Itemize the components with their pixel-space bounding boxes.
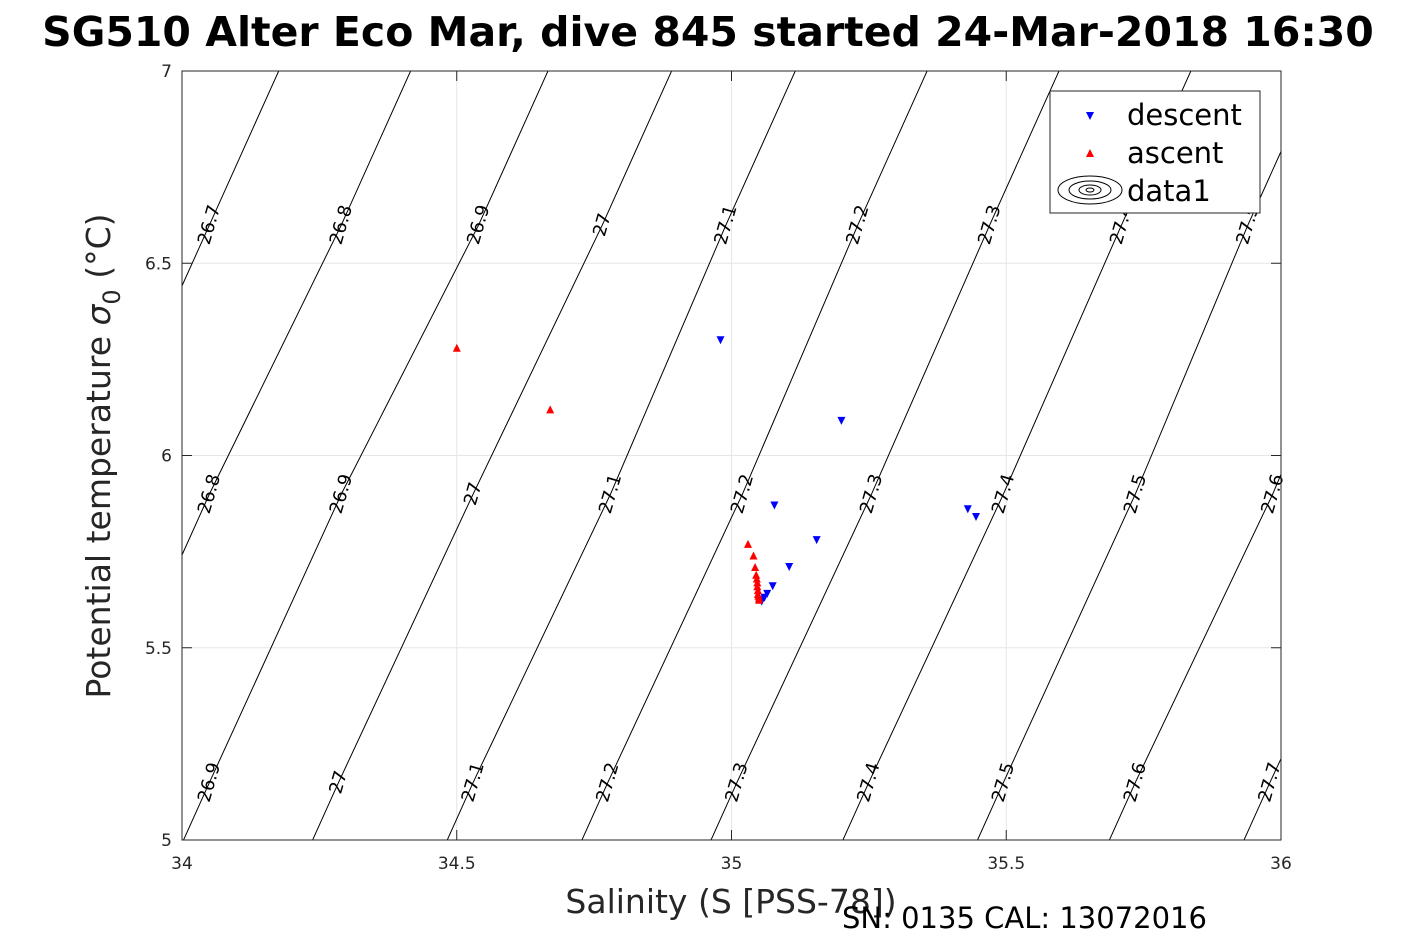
y-tick-label: 6 [161,447,172,467]
descent-marker [812,536,821,545]
ascent-marker [452,343,461,352]
data-markers [452,336,980,606]
x-tick-label: 34.5 [438,854,476,874]
ascent-marker [755,595,763,604]
y-axis-label-sigma: σ [79,304,118,326]
descent-marker [716,336,725,345]
ascent-marker [751,563,760,571]
ascent-marker [752,574,761,583]
isopycnal-27.5 [976,150,1281,840]
descent-marker [837,416,846,425]
isopycnal-27.7 [1243,757,1281,840]
legend-descent-marker [1086,112,1094,120]
y-axis-label-text: Potential temperature [79,326,118,699]
ascent-marker [752,570,761,579]
ascent-marker [744,539,752,548]
legend-ascent-label: ascent [1127,136,1223,170]
legend-data1-label: data1 [1127,174,1211,208]
x-tick-label: 36 [1270,854,1292,874]
y-axis-label-subscript: 0 [98,289,126,304]
isopycnal-26.7 [182,71,280,288]
axis-ticks: 34 34.5 35 35.5 36 5 5.5 6 6.5 7 [145,62,1292,874]
isopycnal-26.8 [182,71,412,557]
chart-title: SG510 Alter Eco Mar, dive 845 started 24… [42,8,1374,56]
descent-marker [785,563,794,571]
descent-marker [972,513,980,521]
isopycnal-27.2 [581,71,928,840]
x-tick-label: 35.5 [987,854,1025,874]
legend-ascent-marker [1086,149,1094,157]
isopycnal-26.9 [182,71,549,840]
y-tick-label: 6.5 [145,254,172,274]
x-axis-label: Salinity (S [PSS-78]) [565,882,896,921]
legend: descent ascent data1 [1049,90,1261,214]
descent-marker [768,582,777,591]
descent-marker [963,505,972,514]
ascent-marker [749,551,758,560]
y-tick-label: 5 [161,831,172,851]
ascent-marker [753,582,762,591]
isopycnal-27 [312,71,673,840]
isopycnal-27.3 [710,71,1060,840]
isopycnal-27.1 [446,71,796,840]
y-axis-label: Potential temperature σ0 (°C) [79,214,126,699]
legend-descent-label: descent [1127,98,1242,132]
y-tick-label: 7 [161,62,172,82]
x-tick-label: 35 [721,854,743,874]
ascent-marker [546,405,555,414]
x-tick-label: 34 [171,854,193,874]
descent-marker [770,501,779,510]
y-axis-label-unit: (°C) [79,214,118,290]
footer-serial-calibration: SN: 0135 CAL: 13072016 [842,901,1207,935]
legend-data1-contour-icon [1057,175,1123,205]
legend-box [1049,90,1261,214]
isopycnal-27.6 [1108,473,1281,840]
y-tick-label: 5.5 [145,639,172,659]
